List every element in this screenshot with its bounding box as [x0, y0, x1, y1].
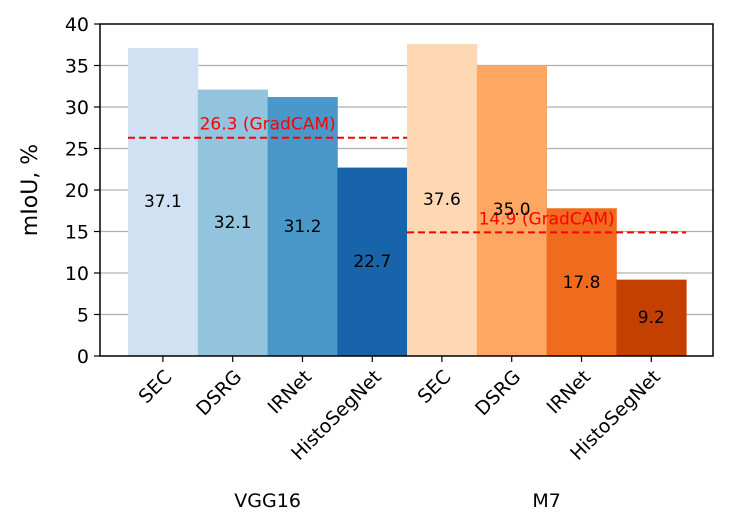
x-tick-label: IRNet [264, 366, 316, 418]
value-label: 9.2 [638, 308, 665, 328]
bars [128, 43, 687, 357]
value-label: 37.1 [144, 192, 182, 212]
value-label: 37.6 [423, 190, 461, 210]
bar [476, 65, 547, 356]
bar [197, 89, 268, 356]
y-axis-label: mIoU, % [18, 144, 43, 236]
value-label: 35.0 [493, 200, 531, 220]
y-tick-label: 30 [65, 97, 89, 119]
value-label: 32.1 [214, 213, 252, 233]
y-tick-label: 5 [77, 305, 89, 327]
y-tick-label: 20 [65, 180, 89, 202]
y-tick-label: 35 [65, 56, 89, 78]
bar [407, 43, 478, 357]
y-tick-label: 25 [65, 139, 89, 161]
group-label: VGG16 [234, 490, 301, 512]
bar [128, 48, 199, 356]
y-tick-label: 0 [77, 346, 89, 368]
reference-label: 26.3 (GradCAM) [200, 115, 336, 135]
bar [616, 279, 687, 356]
x-tick-label: DSRG [471, 366, 525, 420]
value-label: 31.2 [284, 217, 322, 237]
group-label: M7 [532, 490, 560, 512]
y-tick-label: 40 [65, 14, 89, 36]
y-tick-label: 15 [65, 222, 89, 244]
value-label: 22.7 [353, 252, 391, 272]
bar [337, 167, 408, 356]
x-tick-label: SEC [134, 366, 176, 408]
reference-label: 14.9 (GradCAM) [479, 209, 615, 229]
y-tick-label: 10 [65, 263, 89, 285]
y-axis: 0 5 10 15 20 25 30 35 40 [65, 14, 100, 368]
value-label: 17.8 [563, 273, 601, 293]
bar [267, 97, 338, 356]
value-labels: 37.1 32.1 31.2 22.7 37.6 35.0 17.8 9.2 [144, 190, 665, 328]
x-tick-label: SEC [413, 366, 455, 408]
x-tick-label: IRNet [543, 366, 595, 418]
x-tick-label: DSRG [192, 366, 246, 420]
reference-lines: 26.3 (GradCAM) 14.9 (GradCAM) [128, 115, 687, 234]
